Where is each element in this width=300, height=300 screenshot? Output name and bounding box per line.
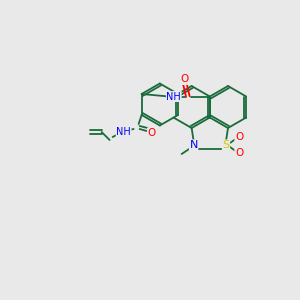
Text: NH: NH bbox=[167, 92, 181, 101]
Text: O: O bbox=[181, 74, 189, 85]
Text: O: O bbox=[148, 128, 156, 138]
Text: O: O bbox=[235, 132, 243, 142]
Text: S: S bbox=[222, 140, 230, 150]
Text: NH: NH bbox=[116, 127, 131, 137]
Text: N: N bbox=[189, 140, 198, 150]
Text: O: O bbox=[235, 148, 243, 158]
